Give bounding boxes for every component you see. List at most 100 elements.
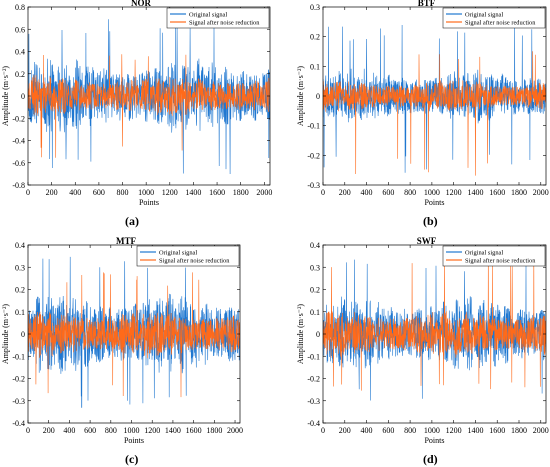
y-tick-label: -0.2 bbox=[12, 114, 25, 123]
series-line-reduced bbox=[28, 54, 270, 158]
legend-box bbox=[442, 245, 546, 267]
x-tick-label: 1200 bbox=[144, 426, 160, 435]
chart-panel-btf: 0 200 400 600 800 1000 1200 1400 1600 1800 2000 -0.… bbox=[296, 0, 549, 207]
x-tick-label: 1200 bbox=[162, 188, 178, 197]
x-tick-label: 1000 bbox=[124, 426, 140, 435]
y-axis-label: Amplitude (m·s⁻²) bbox=[296, 304, 305, 365]
y-tick-label: -0.4 bbox=[307, 419, 320, 428]
x-tick-label: 1000 bbox=[138, 188, 154, 197]
x-tick-label: 1400 bbox=[467, 188, 483, 197]
x-tick-label: 1000 bbox=[424, 426, 440, 435]
x-tick-label: 2000 bbox=[256, 188, 272, 197]
x-axis-label: Points bbox=[124, 436, 144, 445]
x-tick-label: 400 bbox=[361, 188, 373, 197]
y-tick-label: 0.2 bbox=[310, 33, 320, 42]
y-tick-label: 0 bbox=[316, 92, 320, 101]
x-tick-label: 600 bbox=[382, 188, 394, 197]
y-tick-label: -0.3 bbox=[307, 181, 320, 190]
x-tick-label: 800 bbox=[105, 426, 117, 435]
x-tick-label: 1400 bbox=[185, 188, 201, 197]
y-tick-label: 0.6 bbox=[15, 25, 25, 34]
y-tick-label: 0.1 bbox=[310, 308, 320, 317]
chart-title: MTF bbox=[116, 236, 136, 246]
y-tick-label: 0.1 bbox=[310, 62, 320, 71]
x-tick-label: 1800 bbox=[511, 188, 527, 197]
y-tick-label: -0.6 bbox=[12, 159, 25, 168]
chart-title: SWF bbox=[417, 236, 437, 246]
x-tick-label: 2000 bbox=[533, 426, 549, 435]
y-tick-label: -0.8 bbox=[12, 181, 25, 190]
x-axis-label: Points bbox=[424, 436, 444, 445]
x-tick-label: 600 bbox=[382, 426, 394, 435]
y-tick-label: -0.2 bbox=[12, 375, 25, 384]
chart-panel-mtf: 0 200 400 600 800 1000 1200 1400 1600 1800 2000 -0.… bbox=[1, 236, 243, 445]
y-tick-label: -0.3 bbox=[307, 397, 320, 406]
y-tick-label: 0.3 bbox=[310, 263, 320, 272]
chart-title: BTF bbox=[418, 0, 436, 8]
y-tick-label: 0.4 bbox=[310, 241, 320, 250]
x-tick-label: 0 bbox=[26, 188, 30, 197]
x-tick-label: 200 bbox=[46, 188, 58, 197]
x-tick-label: 1600 bbox=[186, 426, 202, 435]
legend-label-original: Original signal bbox=[189, 12, 227, 19]
y-tick-label: 0 bbox=[21, 330, 25, 339]
legend-label-reduced: Signal after noise reduction bbox=[465, 20, 536, 27]
x-tick-label: 400 bbox=[361, 426, 373, 435]
x-tick-label: 200 bbox=[339, 188, 351, 197]
legend-label-reduced: Signal after noise reduction bbox=[159, 258, 230, 265]
signal-group bbox=[323, 250, 546, 401]
x-tick-label: 2000 bbox=[227, 426, 243, 435]
y-axis-label: Amplitude (m·s⁻²) bbox=[1, 66, 10, 127]
y-tick-label: -0.4 bbox=[12, 419, 25, 428]
x-tick-label: 200 bbox=[43, 426, 55, 435]
legend-label-original: Original signal bbox=[465, 250, 503, 257]
x-tick-label: 1800 bbox=[206, 426, 222, 435]
x-axis-label: Points bbox=[424, 198, 444, 207]
chart-title: NOR bbox=[131, 0, 152, 8]
x-tick-label: 200 bbox=[339, 426, 351, 435]
y-tick-label: 0.1 bbox=[15, 308, 25, 317]
signal-group bbox=[28, 256, 240, 408]
x-tick-label: 800 bbox=[404, 426, 416, 435]
signal-group bbox=[323, 24, 546, 176]
x-axis-label: Points bbox=[139, 198, 159, 207]
y-tick-label: 0.2 bbox=[310, 286, 320, 295]
x-tick-label: 800 bbox=[117, 188, 129, 197]
x-tick-label: 600 bbox=[84, 426, 96, 435]
y-tick-label: -0.1 bbox=[307, 352, 320, 361]
y-tick-label: 0 bbox=[316, 330, 320, 339]
legend-box bbox=[166, 7, 270, 29]
signal-group bbox=[28, 19, 270, 175]
caption-b: (b) bbox=[423, 214, 438, 228]
y-tick-label: 0.3 bbox=[310, 3, 320, 12]
x-tick-label: 0 bbox=[26, 426, 30, 435]
legend-label-reduced: Signal after noise reduction bbox=[189, 20, 260, 27]
series-line-reduced bbox=[28, 272, 240, 398]
x-tick-label: 1400 bbox=[165, 426, 181, 435]
y-tick-label: 0 bbox=[21, 92, 25, 101]
chart-panel-swf: 0 200 400 600 800 1000 1200 1400 1600 1800 2000 -0.… bbox=[296, 236, 549, 445]
legend-box bbox=[136, 245, 240, 267]
y-tick-label: 0.4 bbox=[15, 48, 25, 57]
caption-d: (d) bbox=[423, 452, 438, 466]
x-tick-label: 1400 bbox=[467, 426, 483, 435]
y-tick-label: -0.1 bbox=[307, 122, 320, 131]
y-tick-label: -0.3 bbox=[12, 397, 25, 406]
x-tick-label: 2000 bbox=[533, 188, 549, 197]
legend-label-original: Original signal bbox=[465, 12, 503, 19]
y-tick-label: -0.2 bbox=[307, 375, 320, 384]
chart-panel-nor: 0 200 400 600 800 1000 1200 1400 1600 1800 2000 -0.… bbox=[1, 0, 272, 207]
y-tick-label: 0.2 bbox=[15, 286, 25, 295]
y-tick-label: 0.8 bbox=[15, 3, 25, 12]
caption-c: (c) bbox=[125, 452, 139, 466]
x-tick-label: 0 bbox=[321, 426, 325, 435]
x-tick-label: 600 bbox=[93, 188, 105, 197]
x-tick-label: 400 bbox=[69, 188, 81, 197]
x-tick-label: 1200 bbox=[446, 426, 462, 435]
series-line-reduced bbox=[323, 250, 546, 391]
y-tick-label: 0.2 bbox=[15, 70, 25, 79]
